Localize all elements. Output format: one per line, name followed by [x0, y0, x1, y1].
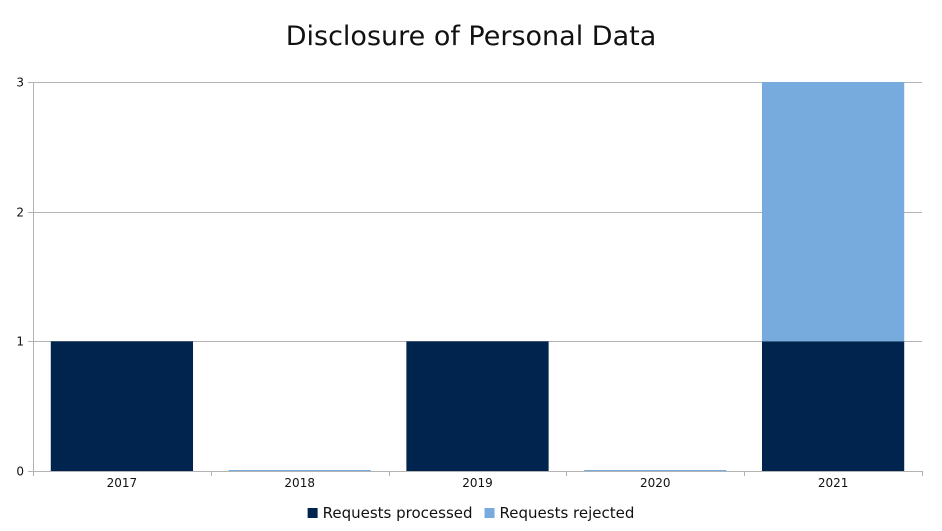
x-tick-label: 2018	[284, 476, 315, 490]
chart-title: Disclosure of Personal Data	[286, 21, 657, 52]
legend-swatch	[484, 508, 495, 518]
bar-requests-processed-2019	[406, 341, 549, 471]
x-tick-label: 2019	[462, 476, 493, 490]
legend-swatch	[307, 508, 318, 518]
legend-label: Requests processed	[323, 504, 473, 522]
y-tick-label: 3	[16, 76, 24, 90]
x-tick-label: 2021	[818, 476, 849, 490]
bar-requests-processed-2017	[50, 341, 194, 471]
bar-requests-rejected-2021	[761, 82, 905, 342]
bar-requests-processed-2021	[761, 341, 905, 471]
bar-requests-processed-2020	[584, 470, 727, 471]
x-tick-label: 2017	[107, 476, 138, 490]
y-tick-label: 1	[16, 335, 24, 349]
legend-item: Requests rejected	[484, 504, 635, 522]
x-tick-label: 2020	[640, 476, 671, 490]
y-tick-label: 0	[16, 465, 24, 479]
axes: 0 1 2 3 2017 2018 2019 2020 2021	[16, 76, 923, 490]
bars	[50, 82, 905, 471]
y-tick-label: 2	[16, 206, 24, 220]
bar-requests-processed-2018	[228, 470, 371, 471]
legend-label: Requests rejected	[500, 504, 635, 522]
legend: Requests processed Requests rejected	[307, 504, 635, 522]
legend-item: Requests processed	[307, 504, 473, 522]
